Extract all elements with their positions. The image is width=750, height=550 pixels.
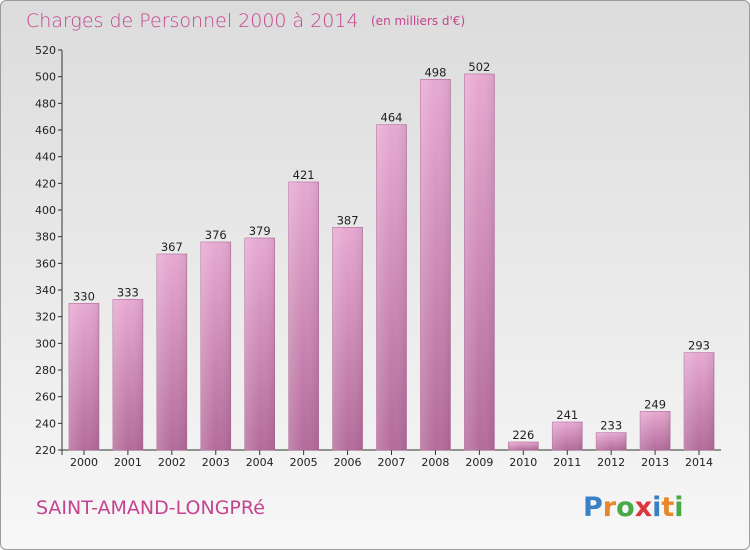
bar-value-label: 241 bbox=[556, 408, 578, 422]
x-tick-label: 2005 bbox=[290, 456, 318, 469]
y-tick-label: 380 bbox=[35, 231, 56, 244]
y-tick-label: 340 bbox=[35, 284, 56, 297]
chart-subtitle: (en milliers d'€) bbox=[371, 14, 465, 28]
logo-letter: r bbox=[603, 492, 617, 523]
bar-value-label: 502 bbox=[468, 60, 490, 74]
x-tick-label: 2006 bbox=[334, 456, 362, 469]
y-tick-label: 400 bbox=[35, 204, 56, 217]
bar-shine bbox=[684, 352, 715, 450]
logo-letter: P bbox=[583, 492, 603, 523]
bar-shine bbox=[552, 422, 583, 450]
y-tick-label: 280 bbox=[35, 364, 56, 377]
bar-shine bbox=[112, 299, 143, 450]
logo-letter: x bbox=[635, 492, 652, 523]
logo-letter: i bbox=[652, 492, 661, 523]
bars bbox=[68, 73, 715, 451]
axes: 220 240 260 280 300 320 340 360 380 400 420 440 460 4… bbox=[35, 44, 721, 469]
bar-shine bbox=[464, 74, 495, 450]
bar-shine bbox=[596, 432, 627, 450]
logo-letter: i bbox=[674, 492, 683, 523]
y-tick-label: 460 bbox=[35, 124, 56, 137]
bar-shine bbox=[244, 238, 275, 450]
x-tick-label: 2001 bbox=[114, 456, 142, 469]
bar-value-label: 421 bbox=[293, 168, 315, 182]
logo-letter: t bbox=[661, 492, 674, 523]
place-name: SAINT-AMAND-LONGPRé bbox=[36, 497, 265, 519]
y-tick-label: 240 bbox=[35, 417, 56, 430]
y-tick-label: 520 bbox=[35, 44, 56, 57]
bar-shine bbox=[156, 254, 187, 450]
y-tick-label: 220 bbox=[35, 444, 56, 457]
bar-value-label: 376 bbox=[205, 228, 227, 242]
x-tick-label: 2004 bbox=[246, 456, 274, 469]
x-tick-label: 2002 bbox=[158, 456, 186, 469]
bar-value-label: 330 bbox=[73, 289, 95, 303]
x-tick-label: 2000 bbox=[70, 456, 98, 469]
x-tick-label: 2011 bbox=[553, 456, 581, 469]
x-tick-label: 2013 bbox=[641, 456, 669, 469]
y-tick-label: 360 bbox=[35, 257, 56, 270]
x-tick-label: 2008 bbox=[421, 456, 449, 469]
y-tick-label: 260 bbox=[35, 391, 56, 404]
logo-letter: o bbox=[616, 492, 635, 523]
x-tick-label: 2014 bbox=[685, 456, 713, 469]
bar-value-label: 226 bbox=[512, 428, 534, 442]
y-tick-label: 320 bbox=[35, 311, 56, 324]
y-tick-label: 440 bbox=[35, 151, 56, 164]
x-tick-label: 2009 bbox=[465, 456, 493, 469]
y-tick-label: 480 bbox=[35, 97, 56, 110]
bar-value-label: 387 bbox=[337, 213, 359, 227]
bar-value-label: 498 bbox=[424, 65, 446, 79]
y-tick-label: 420 bbox=[35, 177, 56, 190]
bar-shine bbox=[200, 242, 231, 450]
x-tick-label: 2007 bbox=[378, 456, 406, 469]
bar-value-label: 367 bbox=[161, 240, 183, 254]
bar-value-label: 464 bbox=[381, 111, 403, 125]
bar-value-label: 293 bbox=[688, 339, 710, 353]
bar-shine bbox=[508, 442, 539, 450]
bar-value-label: 249 bbox=[644, 397, 666, 411]
bar-value-label: 333 bbox=[117, 285, 139, 299]
bar-shine bbox=[68, 303, 99, 450]
y-tick-label: 300 bbox=[35, 337, 56, 350]
bar-shine bbox=[420, 79, 451, 450]
chart-title: Charges de Personnel 2000 à 2014 bbox=[26, 10, 359, 32]
x-tick-label: 2012 bbox=[597, 456, 625, 469]
bar-value-label: 379 bbox=[249, 224, 271, 238]
bar-shine bbox=[288, 182, 319, 450]
bar-shine bbox=[332, 227, 363, 450]
y-tick-label: 500 bbox=[35, 71, 56, 84]
x-tick-label: 2010 bbox=[509, 456, 537, 469]
proxiti-logo: Proxiti bbox=[583, 492, 684, 523]
x-tick-label: 2003 bbox=[202, 456, 230, 469]
bar-shine bbox=[376, 124, 407, 451]
value-labels: 330 333 367 376 379 421 387 464 498 502 226 241 233 2… bbox=[73, 60, 710, 442]
bar-value-label: 233 bbox=[600, 419, 622, 433]
bar-shine bbox=[640, 411, 671, 450]
